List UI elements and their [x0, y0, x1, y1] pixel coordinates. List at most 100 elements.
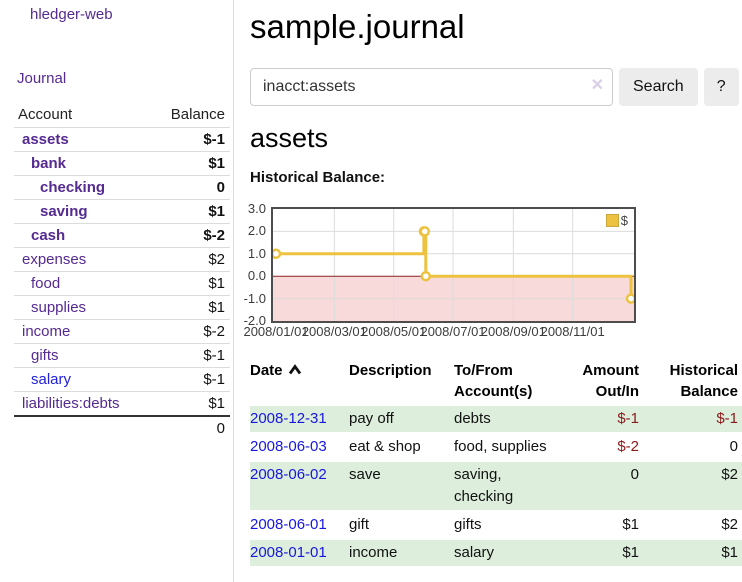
register-row: 2008-01-01 income salary $1 $1	[250, 539, 742, 568]
legend-series-label: $	[620, 213, 628, 228]
sidebar-account-saving[interactable]: saving	[40, 202, 88, 220]
account-balance: $-1	[149, 126, 230, 151]
app-title-link[interactable]: hledger-web	[30, 6, 113, 23]
page-title: sample.journal	[250, 8, 465, 45]
sidebar-account-expenses[interactable]: expenses	[22, 250, 87, 268]
x-axis-tick-label: 2008/03/01	[301, 324, 367, 339]
y-axis-tick-label: 2.0	[247, 223, 266, 239]
sidebar-account-supplies[interactable]: supplies	[31, 298, 87, 316]
chart-legend: $	[605, 213, 628, 228]
chart-canvas	[273, 209, 634, 321]
account-row: cash $-2	[14, 222, 230, 247]
account-balance: $-1	[149, 366, 230, 391]
register-row: 2008-06-01 gift gifts $1 $2	[250, 511, 742, 540]
account-row: supplies $1	[14, 294, 230, 319]
account-balance: $-2	[149, 318, 230, 343]
register-tofrom-accounts: food, supplies	[450, 433, 555, 462]
accounts-header-balance: Balance	[170, 106, 225, 124]
search-help-button[interactable]: ?	[703, 68, 739, 106]
account-row: food $1	[14, 270, 230, 295]
register-amount: $1	[555, 539, 643, 568]
register-header-date[interactable]: Date	[250, 360, 345, 406]
register-date-link[interactable]: 2008-01-01	[250, 544, 327, 561]
register-tofrom-accounts: gifts	[450, 511, 555, 540]
y-axis-tick-label: 0.0	[247, 268, 266, 284]
account-balance: $-1	[149, 342, 230, 367]
register-balance: $2	[643, 511, 742, 540]
account-row: income $-2	[14, 318, 230, 343]
register-row: 2008-06-02 save saving, checking 0 $2	[250, 461, 742, 512]
sidebar-account-checking[interactable]: checking	[40, 178, 106, 196]
account-row: expenses $2	[14, 246, 230, 271]
account-balance: $1	[149, 294, 230, 319]
search-input[interactable]	[250, 68, 613, 106]
register-description: income	[345, 539, 450, 568]
y-axis-tick-label: -1.0	[243, 290, 266, 306]
register-header-row: Date Description To/From Account(s) Amou…	[250, 360, 742, 406]
register-amount: $1	[555, 511, 643, 540]
account-balance: $1	[149, 270, 230, 295]
register-row: 2008-06-03 eat & shop food, supplies $-2 0	[250, 433, 742, 462]
register-header-description: Description	[349, 362, 432, 379]
accounts-total-row: 0	[14, 414, 230, 440]
sidebar-account-food[interactable]: food	[31, 274, 61, 292]
register-description: eat & shop	[345, 433, 450, 462]
x-axis-tick-label: 2008/05/01	[361, 324, 427, 339]
sidebar-account-bank[interactable]: bank	[31, 154, 67, 172]
register-date-link[interactable]: 2008-06-02	[250, 466, 327, 483]
account-balance: $2	[149, 246, 230, 271]
sort-ascending-icon	[288, 364, 301, 375]
register-balance: $1	[643, 539, 742, 568]
x-axis-tick-label: 2008/01/01	[243, 324, 309, 339]
y-axis-tick-label: -2.0	[243, 313, 266, 328]
account-row: gifts $-1	[14, 342, 230, 367]
account-balance: $1	[149, 150, 230, 175]
register-table: Date Description To/From Account(s) Amou…	[250, 360, 742, 568]
chart-title: Historical Balance:	[250, 169, 386, 186]
register-balance: $-1	[643, 406, 742, 434]
account-balance: 0	[149, 174, 230, 199]
register-date-link[interactable]: 2008-12-31	[250, 410, 327, 427]
accounts-table: Account Balance assets $-1 bank $1 checking 0…	[14, 103, 230, 440]
accounts-total-value: 0	[149, 414, 230, 440]
sidebar-account-liabilities-debts[interactable]: liabilities:debts	[22, 394, 120, 412]
legend-swatch-icon	[605, 214, 619, 227]
sidebar-account-cash[interactable]: cash	[31, 226, 66, 244]
sidebar-account-assets[interactable]: assets	[22, 130, 69, 148]
account-row: liabilities:debts $1	[14, 390, 230, 416]
account-row: checking 0	[14, 174, 230, 199]
register-amount: 0	[555, 461, 643, 512]
accounts-header-row: Account Balance	[14, 103, 230, 127]
historical-balance-chart: 3.0 2.0 1.0 0.0 -1.0 -2.0 $ 2008/01/01 2008/03…	[243, 196, 720, 342]
main-content: sample.journal ✕ Search ? assets Histori…	[234, 0, 742, 582]
register-header-amount: Amount Out/In	[582, 362, 639, 400]
search-form: ✕ Search ?	[250, 68, 742, 106]
register-tofrom-accounts: saving, checking	[450, 461, 555, 512]
register-tofrom-accounts: salary	[450, 539, 555, 568]
register-date-link[interactable]: 2008-06-03	[250, 438, 327, 455]
register-row: 2008-12-31 pay off debts $-1 $-1	[250, 406, 742, 434]
search-button[interactable]: Search	[619, 68, 698, 106]
register-amount: $-1	[555, 406, 643, 434]
account-heading: assets	[250, 123, 329, 153]
chart-plot-area: $	[271, 207, 636, 323]
register-balance: 0	[643, 433, 742, 462]
clear-search-icon[interactable]: ✕	[590, 77, 604, 94]
account-balance: $1	[149, 198, 230, 223]
account-row: assets $-1	[14, 126, 230, 151]
y-axis-tick-label: 3.0	[247, 201, 266, 216]
x-axis-tick-label: 2008/07/01	[420, 324, 486, 339]
sidebar-account-income[interactable]: income	[22, 322, 71, 340]
account-balance: $-2	[149, 222, 230, 247]
sidebar-item-journal[interactable]: Journal	[17, 70, 67, 87]
y-axis-tick-label: 1.0	[247, 245, 266, 261]
sidebar-account-gifts[interactable]: gifts	[31, 346, 59, 364]
register-amount: $-2	[555, 433, 643, 462]
accounts-header-account: Account	[18, 106, 73, 124]
account-balance: $1	[149, 390, 230, 416]
x-axis-tick-label: 2008/11/01	[540, 324, 605, 339]
sidebar-account-salary[interactable]: salary	[31, 370, 72, 388]
sidebar-divider	[233, 0, 234, 582]
register-date-link[interactable]: 2008-06-01	[250, 516, 327, 533]
